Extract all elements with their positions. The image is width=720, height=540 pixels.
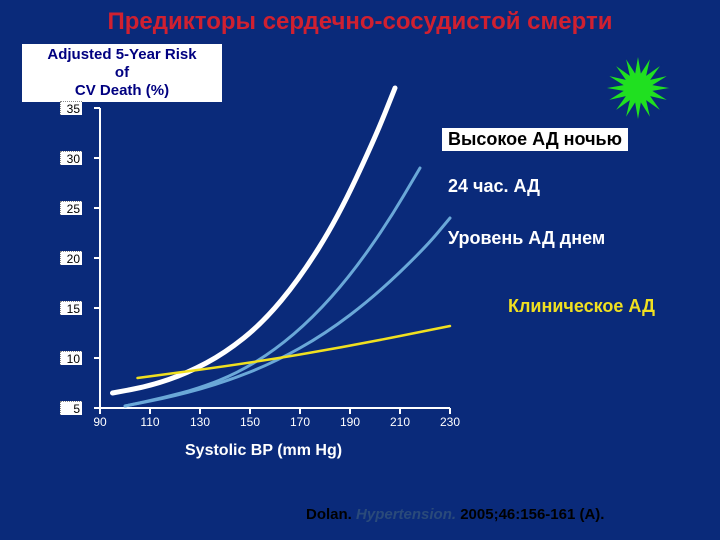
x-tick-label: 170 <box>288 416 312 428</box>
series-label-day: Уровень АД днем <box>448 228 605 249</box>
series-24h <box>125 168 420 406</box>
citation-suffix: 2005;46:156-161 (A). <box>456 506 604 523</box>
y-tick-label: 35 <box>60 101 82 115</box>
x-tick-label: 110 <box>138 416 162 428</box>
series-night <box>113 88 396 393</box>
y-tick-label: 5 <box>60 401 82 415</box>
x-tick-label: 150 <box>238 416 262 428</box>
x-tick-label: 90 <box>88 416 112 428</box>
series-label-night: Высокое АД ночью <box>442 128 628 151</box>
x-tick-label: 210 <box>388 416 412 428</box>
y-tick-label: 25 <box>60 201 82 215</box>
x-tick-label: 230 <box>438 416 462 428</box>
x-tick-label: 190 <box>338 416 362 428</box>
series-label-clinical: Клиническое АД <box>508 296 655 317</box>
series-label-24h: 24 час. АД <box>448 176 540 197</box>
y-tick-label: 20 <box>60 251 82 265</box>
x-axis-label: Systolic BP (mm Hg) <box>185 442 342 460</box>
citation-prefix: Dolan. <box>306 506 356 523</box>
y-tick-label: 30 <box>60 151 82 165</box>
y-tick-label: 10 <box>60 351 82 365</box>
citation-journal: Hypertension. <box>356 506 456 523</box>
starburst-icon <box>600 50 676 126</box>
y-tick-label: 15 <box>60 301 82 315</box>
x-tick-label: 130 <box>188 416 212 428</box>
citation: Dolan. Hypertension. 2005;46:156-161 (A)… <box>306 506 604 523</box>
